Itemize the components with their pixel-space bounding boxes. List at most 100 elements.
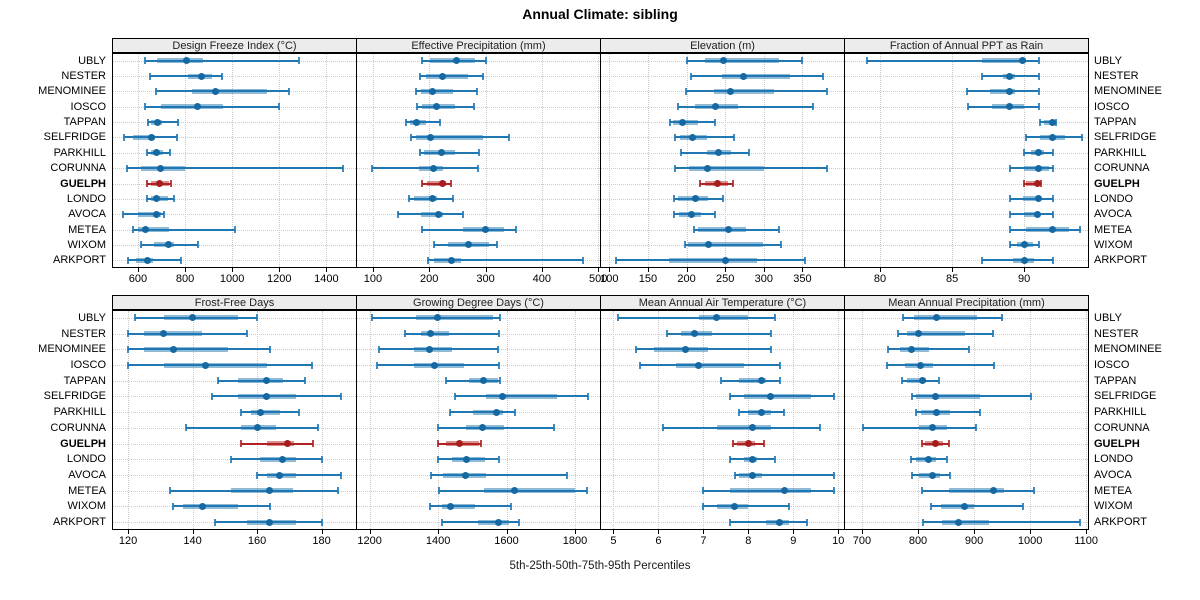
x-axis-tick (185, 268, 187, 272)
panel-strip: Effective Precipitation (mm) (356, 38, 601, 53)
vertical-gridline (438, 311, 440, 529)
iqr-band-25th-75th (688, 242, 764, 248)
x-tick-label: 200 (420, 273, 439, 285)
whisker-cap-5th (147, 118, 150, 126)
station-label-left: WIXOM (67, 500, 107, 513)
iqr-band-25th-75th (441, 503, 476, 509)
vertical-gridline (279, 54, 281, 267)
row-guide-line (845, 198, 1088, 200)
iqr-band-25th-75th (1044, 119, 1055, 125)
whisker-cap-5th (426, 256, 429, 264)
panel-box (356, 310, 601, 530)
whisker-cap-95th (1037, 72, 1040, 80)
iqr-band-25th-75th (989, 88, 1016, 94)
row-guide-line (601, 443, 844, 445)
row-guide-line (357, 214, 600, 216)
median-dot (429, 87, 437, 95)
whisker-cap-95th (320, 518, 323, 526)
x-tick-label: 1400 (425, 535, 451, 547)
station-label-right: SELFRIDGE (1094, 390, 1157, 403)
vertical-gridline (1086, 311, 1088, 529)
median-dot (744, 440, 752, 448)
row-guide-line (113, 152, 356, 154)
whisker-cap-5th (454, 392, 457, 400)
whisker-cap-5th (684, 87, 687, 95)
whisker-cap-95th (763, 440, 766, 448)
whisker-cap-95th (298, 57, 301, 65)
whisker-cap-95th (339, 392, 342, 400)
whisker-cap-5th (239, 408, 242, 416)
x-tick-label: 1000 (1017, 535, 1043, 547)
row-guide-line (845, 443, 1088, 445)
row-guide-line (357, 91, 600, 93)
whisker-cap-95th (819, 424, 822, 432)
whisker-cap-5th (901, 314, 904, 322)
station-label-right: LONDO (1094, 192, 1134, 205)
median-dot (143, 256, 151, 264)
whisker-cap-95th (497, 345, 499, 353)
row-guide-line (357, 106, 600, 108)
whisker-cap-95th (477, 164, 480, 172)
whisker-cap-95th (481, 72, 484, 80)
whisker-cap-95th (778, 377, 781, 385)
x-axis-tick (574, 530, 576, 534)
whisker-cap-95th (438, 118, 441, 126)
whisker-cap-5th (702, 487, 705, 495)
median-dot (695, 361, 703, 369)
x-tick-label: 900 (964, 535, 984, 547)
x-axis-tick (1086, 530, 1088, 534)
iqr-band-25th-75th (144, 331, 203, 337)
whisker-cap-95th (220, 72, 223, 80)
vertical-gridline (763, 54, 765, 267)
whisker-cap-95th (826, 164, 829, 172)
median-dot (156, 164, 164, 172)
chart-title: Annual Climate: sibling (522, 6, 678, 22)
whisker-cap-5th (154, 87, 157, 95)
station-label-left: METEA (68, 484, 106, 497)
median-dot (714, 149, 722, 157)
whisker-cap-5th (690, 72, 693, 80)
x-tick-label: 300 (476, 273, 495, 285)
median-dot (429, 195, 437, 203)
row-guide-line (845, 260, 1088, 262)
x-axis-tick (918, 530, 919, 534)
median-dot (711, 103, 719, 111)
whisker-cap-95th (733, 133, 736, 141)
whisker-cap-5th (407, 195, 410, 203)
station-label-left: WIXOM (67, 238, 107, 251)
station-label-left: LONDO (66, 192, 106, 205)
whisker-cap-5th (239, 440, 242, 448)
whisker-cap-95th (800, 57, 803, 65)
whisker-cap-95th (514, 226, 517, 234)
whisker-cap-95th (452, 195, 455, 203)
x-axis-tick (609, 268, 611, 272)
row-guide-line (113, 183, 356, 185)
x-axis-tick (429, 268, 431, 272)
median-dot (438, 180, 446, 188)
whisker-cap-5th (122, 133, 125, 141)
whisker-cap-95th (822, 72, 825, 80)
whisker-cap-95th (937, 377, 940, 385)
vertical-gridline (748, 311, 750, 529)
x-tick-label: 250 (716, 273, 735, 285)
median-dot (931, 392, 939, 400)
median-dot (426, 345, 434, 353)
whisker-cap-5th (639, 361, 642, 369)
panel-strip: Mean Annual Air Temperature (°C) (600, 295, 845, 310)
whisker-cap-5th (428, 502, 431, 510)
x-tick-label: 1200 (357, 535, 382, 547)
whisker-cap-95th (339, 471, 342, 479)
iqr-band-25th-75th (260, 456, 296, 462)
whisker-cap-95th (449, 180, 452, 188)
station-label-right: CORUNNA (1094, 162, 1150, 175)
median-dot (928, 424, 936, 432)
whisker-cap-5th (733, 471, 736, 479)
iqr-band-25th-75th (421, 88, 454, 94)
iqr-band-25th-75th (421, 211, 444, 217)
panel-box (112, 310, 357, 530)
median-dot (183, 57, 191, 65)
iqr-band-25th-75th (415, 315, 493, 321)
whisker-cap-5th (1023, 149, 1026, 157)
median-dot (915, 330, 923, 338)
median-dot (482, 226, 490, 234)
